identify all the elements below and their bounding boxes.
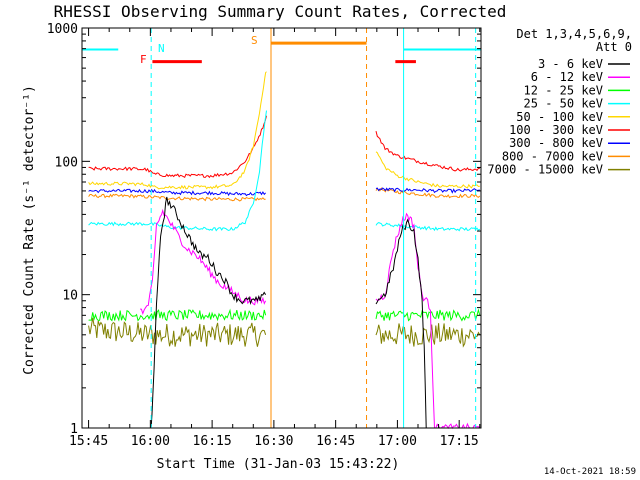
legend-label-50-100-kev: 50 - 100 keV [516, 110, 603, 124]
plot-frame [81, 27, 482, 429]
saa-marker: S [251, 34, 258, 47]
legend-label-100-300-kev: 100 - 300 keV [509, 123, 603, 137]
series-line-25-50-kev-part1 [88, 110, 267, 232]
series-line-100-300-kev-part2 [375, 130, 480, 172]
series-line-6-12-kev-part1 [140, 208, 267, 315]
series-line-800-7000-kev-part1 [88, 193, 266, 202]
chart-title: RHESSI Observing Summary Count Rates, Co… [54, 2, 507, 21]
y-tick-label-3: 1000 [47, 22, 78, 37]
series-line-300-800-kev-part2 [375, 187, 480, 194]
series-line-12-25-kev-part1 [88, 308, 267, 322]
x-tick-label-5: 17:00 [378, 434, 417, 449]
legend-label-3-6-kev: 3 - 6 keV [538, 57, 603, 71]
legend-label-7000-15000-kev: 7000 - 15000 keV [487, 163, 603, 177]
series-line-3-6-kev-part2 [375, 218, 427, 429]
x-tick-label-4: 16:45 [316, 434, 355, 449]
series-line-12-25-kev-part2 [375, 308, 481, 322]
legend-label-800-7000-kev: 800 - 7000 keV [502, 149, 603, 163]
x-tick-label-1: 16:00 [131, 434, 170, 449]
x-tick-label-2: 16:15 [193, 434, 232, 449]
flare-marker: F [140, 53, 147, 66]
footer-date: 14-Oct-2021 18:59 [544, 467, 636, 477]
series-line-50-100-kev-part2 [375, 151, 480, 189]
series-line-3-6-kev-part1 [150, 196, 267, 427]
series-line-800-7000-kev-part2 [375, 187, 481, 199]
legend-header-line1: Det 1,3,4,5,6,9, [516, 27, 632, 41]
x-axis-label: Start Time (31-Jan-03 15:43:22) [157, 457, 400, 472]
legend-label-300-800-kev: 300 - 800 keV [509, 136, 603, 150]
series-line-50-100-kev-part1 [88, 71, 267, 190]
series-line-7000-15000-kev-part2 [375, 323, 481, 348]
series-line-100-300-kev-part1 [88, 115, 267, 179]
series-line-7000-15000-kev-part1 [88, 317, 267, 347]
x-tick-label-0: 15:45 [69, 434, 108, 449]
legend-label-12-25-kev: 12 - 25 keV [524, 83, 603, 97]
y-tick-label-2: 100 [55, 155, 78, 170]
legend-label-25-50-kev: 25 - 50 keV [524, 97, 603, 111]
night-marker: N [158, 42, 165, 55]
series-line-25-50-kev-part2 [375, 222, 481, 232]
legend-header-line2: Att 0 [596, 40, 632, 54]
series-line-300-800-kev-part1 [88, 188, 266, 197]
series-line-6-12-kev-part2 [375, 212, 481, 430]
y-axis-label: Corrected Count Rate (s⁻¹ detector⁻¹) [22, 85, 37, 375]
y-tick-label-1: 10 [62, 289, 78, 304]
legend-label-6-12-kev: 6 - 12 keV [531, 70, 603, 84]
x-tick-label-3: 16:30 [254, 434, 293, 449]
y-tick-label-0: 1 [70, 422, 78, 437]
x-tick-label-6: 17:15 [440, 434, 479, 449]
